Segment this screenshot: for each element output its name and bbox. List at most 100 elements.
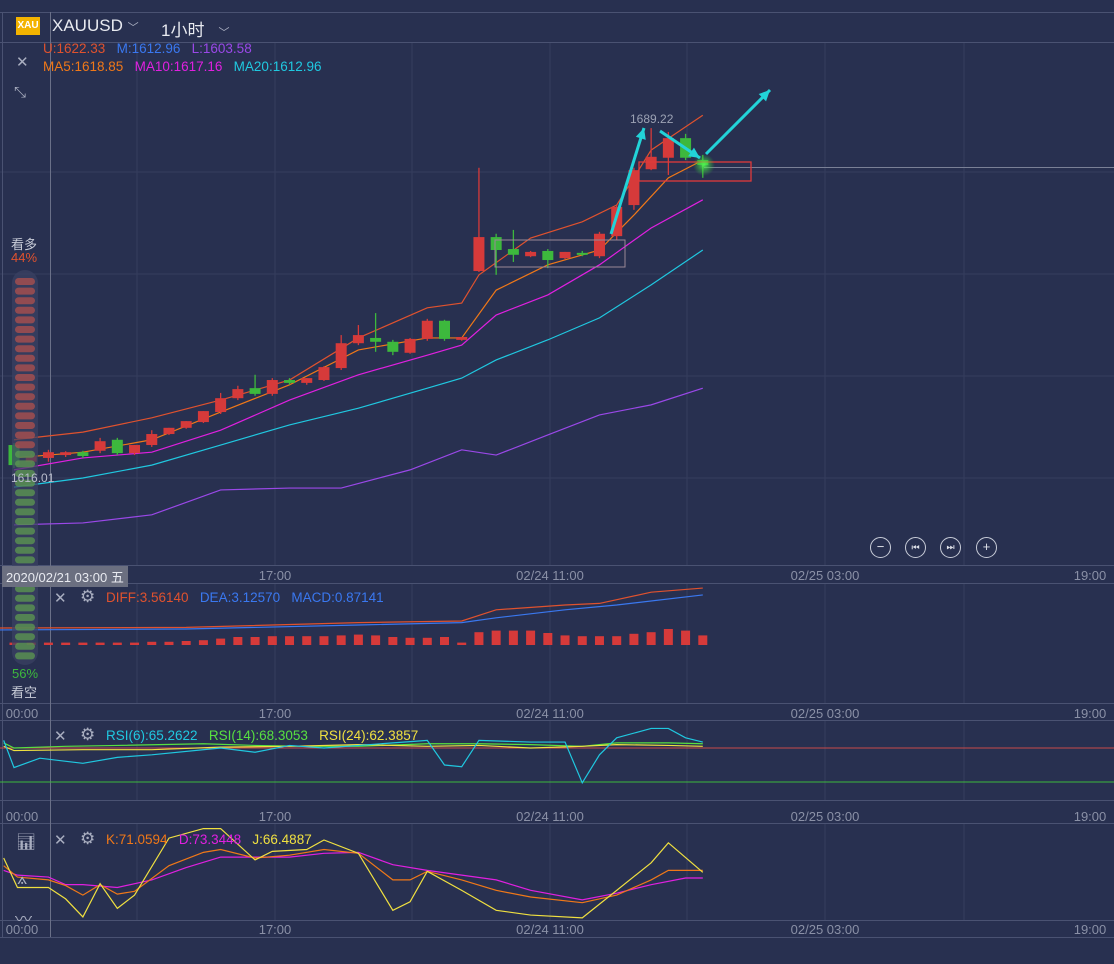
- candle-body: [628, 170, 640, 206]
- candle-body: [593, 233, 605, 257]
- candle-body: [111, 439, 123, 454]
- macd-histogram-bar: [319, 636, 329, 645]
- sentiment-bear-segment: [15, 470, 35, 477]
- close-icon[interactable]: ✕: [16, 54, 29, 71]
- candle-body: [318, 367, 330, 381]
- sentiment-bull-segment: [15, 374, 35, 381]
- scroll-last-button[interactable]: ⏭: [940, 537, 961, 558]
- candle-body: [42, 452, 54, 458]
- drawing-compass-icon[interactable]: ⟑: [17, 869, 28, 888]
- candle-body: [94, 441, 106, 451]
- macd-histogram-bar: [233, 637, 243, 645]
- ma5-value: MA5:1618.85: [43, 59, 124, 74]
- time-tick: 19:00: [1073, 706, 1107, 721]
- kdj-k-line: [3, 848, 703, 904]
- kdj-settings-gear-icon[interactable]: ⚙: [80, 829, 96, 848]
- sentiment-bear-segment: [15, 508, 35, 516]
- indicator-chart-icon[interactable]: 📊︎: [16, 834, 37, 851]
- time-tick: 02/25 03:00: [790, 706, 860, 721]
- candle-body: [266, 380, 278, 394]
- macd-diff-line: [0, 587, 703, 629]
- sentiment-bull-segment: [15, 393, 35, 401]
- time-tick: 00:00: [5, 809, 39, 824]
- candle-body: [215, 398, 227, 413]
- macd-histogram-bar: [371, 635, 381, 645]
- xau-logo: XAU: [16, 17, 40, 35]
- macd-histogram-bar: [336, 635, 346, 645]
- candle-body: [352, 335, 364, 344]
- candle-body: [163, 427, 175, 435]
- close-kdj-icon[interactable]: ✕: [54, 832, 67, 849]
- time-tick: 19:00: [1073, 568, 1107, 583]
- kdj-k-value: K:71.0594: [106, 832, 168, 847]
- candle-body: [387, 341, 399, 352]
- macd-dea-line: [0, 594, 703, 631]
- rsi14-line: [3, 742, 703, 749]
- boll-lower-line: [13, 387, 703, 526]
- macd-histogram-bar: [353, 634, 363, 645]
- boll-upper-line: [13, 114, 704, 441]
- candle-body: [60, 452, 72, 456]
- time-tick: 17:00: [258, 568, 292, 583]
- macd-histogram-bar: [457, 642, 467, 645]
- candle-body: [180, 421, 192, 428]
- candle-body: [129, 445, 141, 454]
- sentiment-bear-segment: [15, 527, 35, 535]
- sentiment-bull-segment: [15, 431, 35, 439]
- time-tick: 19:00: [1073, 922, 1107, 937]
- candle-body: [559, 251, 571, 259]
- macd-histogram-bar: [112, 642, 122, 645]
- macd-histogram-bar: [130, 642, 140, 645]
- rsi6-value: RSI(6):65.2622: [106, 728, 198, 743]
- time-tick: 02/25 03:00: [790, 568, 860, 583]
- candle-body: [611, 206, 623, 237]
- macd-histogram-bar: [78, 642, 88, 645]
- macd-histogram-bar: [440, 637, 449, 645]
- sentiment-bear-segment: [15, 594, 35, 602]
- macd-histogram-bar: [646, 632, 656, 645]
- close-rsi-icon[interactable]: ✕: [54, 728, 67, 745]
- sentiment-bull-segment: [15, 326, 35, 333]
- annotation-box: [494, 239, 626, 268]
- zoom-out-button[interactable]: −: [870, 537, 891, 558]
- ma10-value: MA10:1617.16: [134, 59, 223, 74]
- zoom-in-button[interactable]: +: [976, 537, 997, 558]
- time-tick: 00:00: [5, 706, 39, 721]
- macd-settings-gear-icon[interactable]: ⚙: [80, 587, 96, 606]
- macd-histogram-bar: [181, 641, 191, 645]
- sentiment-bear-segment: [15, 623, 35, 631]
- symbol-selector[interactable]: XAUUSD ﹀: [52, 16, 139, 36]
- sentiment-bull-segment: [15, 402, 35, 410]
- symbol-label: XAUUSD: [52, 16, 123, 35]
- collapse-icon[interactable]: ⤡: [14, 84, 27, 101]
- macd-histogram-bar: [474, 632, 484, 645]
- sentiment-bear-segment: [15, 614, 35, 621]
- close-macd-icon[interactable]: ✕: [54, 590, 67, 607]
- macd-histogram-bar: [629, 633, 639, 645]
- rsi24-value: RSI(24):62.3857: [319, 728, 419, 743]
- macd-value: MACD:0.87141: [291, 590, 384, 605]
- current-price-glow: [693, 154, 715, 176]
- ma20-line: [13, 249, 704, 488]
- candle-body: [473, 237, 485, 272]
- sentiment-bear-segment: [15, 556, 35, 564]
- candle-body: [439, 320, 450, 339]
- candle-body: [542, 250, 554, 261]
- sentiment-bull-segment: [15, 335, 35, 343]
- interval-selector[interactable]: 1小时 ﹀: [161, 16, 229, 41]
- waveform-icon[interactable]: 〰: [15, 910, 32, 929]
- candle-body: [335, 343, 347, 369]
- trend-arrow: [609, 127, 646, 235]
- time-tick: 02/25 03:00: [790, 922, 860, 937]
- rsi-settings-gear-icon[interactable]: ⚙: [80, 725, 96, 744]
- candle-body: [507, 249, 519, 255]
- macd-histogram-bar: [216, 638, 226, 645]
- candle-body: [77, 452, 89, 457]
- scroll-first-button[interactable]: ⏮: [905, 537, 926, 558]
- time-tick: 19:00: [1073, 809, 1107, 824]
- time-tick: 02/25 03:00: [790, 809, 860, 824]
- sentiment-bear-segment: [15, 489, 35, 497]
- macd-histogram-bar: [612, 636, 622, 645]
